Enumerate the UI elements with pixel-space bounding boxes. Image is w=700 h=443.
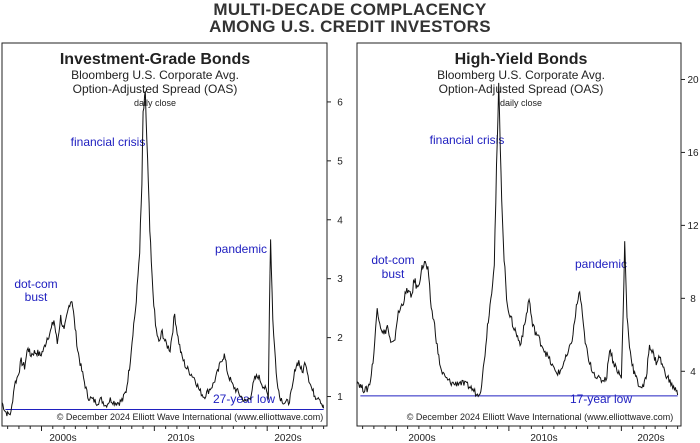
annotation-pandemic: pandemic: [575, 257, 627, 271]
y-tick-label: 6: [337, 97, 343, 108]
y-tick-label: 8: [690, 294, 696, 305]
y-tick-label: 4: [337, 215, 343, 226]
panel-subtitle-1: Bloomberg U.S. Corporate Avg.: [437, 68, 605, 82]
x-tick-label: 2010s: [167, 433, 194, 443]
x-tick-label: 2000s: [408, 433, 435, 443]
y-tick-label: 5: [337, 156, 343, 167]
plot-investment-grade: 1 2 3 4 5 6 2000s 2010s 2020s: [1, 90, 343, 443]
panel-title: Investment-Grade Bonds: [60, 51, 250, 68]
x-tick-label: 2020s: [274, 433, 301, 443]
oas-series-line: [356, 82, 679, 398]
plot-high-yield: 4 8 12 16 20 2000s 2010s 2020s: [356, 75, 699, 443]
annotation-dotcom-1: dot-com: [14, 277, 57, 291]
y-tick-label: 16: [687, 148, 699, 159]
x-tick-label: 2010s: [530, 433, 557, 443]
annotation-dotcom-2: bust: [25, 290, 48, 304]
main-title-line1: MULTI-DECADE COMPLACENCY: [213, 0, 487, 19]
annotation-low: 27-year low: [213, 392, 275, 406]
panel-frame: [356, 42, 682, 427]
y-tick-label: 20: [687, 75, 699, 86]
y-tick-label: 4: [690, 367, 696, 378]
panel-note: daily close: [500, 98, 542, 108]
y-tick-label: 2: [337, 333, 343, 344]
panel-subtitle-2: Option-Adjusted Spread (OAS): [73, 82, 238, 96]
y-tick-label: 12: [687, 221, 699, 232]
annotation-dotcom-1: dot-com: [371, 253, 414, 267]
annotation-low: 17-year low: [570, 392, 632, 406]
copyright: © December 2024 Elliott Wave Internation…: [407, 412, 673, 422]
panel-frame: [1, 42, 328, 427]
annotation-financial-crisis: financial crisis: [430, 133, 505, 147]
oas-series-line: [1, 90, 325, 417]
panel-subtitle-2: Option-Adjusted Spread (OAS): [439, 82, 604, 96]
annotation-financial-crisis: financial crisis: [71, 135, 146, 149]
panel-title: High-Yield Bonds: [455, 51, 588, 68]
panel-investment-grade: Investment-Grade Bonds Bloomberg U.S. Co…: [1, 42, 343, 443]
panel-subtitle-1: Bloomberg U.S. Corporate Avg.: [71, 68, 239, 82]
x-tick-label: 2020s: [637, 433, 664, 443]
y-tick-label: 1: [337, 392, 343, 403]
y-tick-label: 3: [337, 274, 343, 285]
annotation-dotcom-2: bust: [382, 267, 405, 281]
annotation-pandemic: pandemic: [215, 242, 267, 256]
copyright: © December 2024 Elliott Wave Internation…: [57, 412, 323, 422]
panel-high-yield: High-Yield Bonds Bloomberg U.S. Corporat…: [356, 42, 699, 443]
x-tick-label: 2000s: [49, 433, 76, 443]
main-title-line2: AMONG U.S. CREDIT INVESTORS: [209, 17, 491, 36]
panel-note: daily close: [134, 98, 176, 108]
